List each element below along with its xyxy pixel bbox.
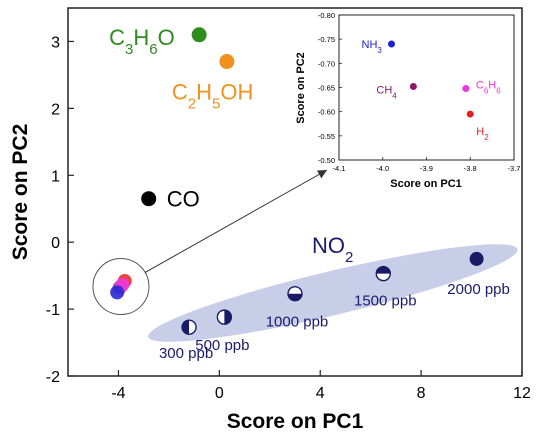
main-x-tick-label: 4 <box>316 385 325 402</box>
inset-zoom-plot: -4.1 -4.0 -3.9 -3.8 -3.7 -0.80 -0.75 -0.70 -0.65… <box>295 11 520 190</box>
main-plot-frame <box>67 7 523 377</box>
inset-x-tick-label: -3.9 <box>420 164 433 173</box>
inset-x-tick-label: -3.8 <box>464 164 477 173</box>
no2-concentration-label: 1000 ppb <box>266 314 329 331</box>
inset-y-axis-title: Score on PC2 <box>295 52 307 124</box>
main-y-tick-label: 1 <box>51 168 60 185</box>
no2-concentration-label: 500 ppb <box>195 337 249 354</box>
inset-point-label: CH4 <box>376 85 397 101</box>
cluster-zoom-circle <box>92 258 150 316</box>
no2-concentration-label: 1500 ppb <box>354 293 417 310</box>
zoom-arrow-line <box>144 169 328 273</box>
main-y-tick-label: 0 <box>51 235 60 252</box>
gas-point <box>141 191 157 207</box>
main-y-tick-label: -1 <box>46 302 60 319</box>
main-y-tick-label: 3 <box>51 34 60 51</box>
no2-point-fill <box>288 293 302 301</box>
main-y-tick-label: 2 <box>51 101 60 118</box>
main-x-tick-label: -4 <box>111 385 125 402</box>
main-y-tick-label: -2 <box>46 369 60 386</box>
main-x-tick-label: 12 <box>513 385 531 402</box>
no2-point-fill <box>376 266 391 274</box>
no2-label: NO2 <box>312 233 353 266</box>
no2-point <box>469 251 484 266</box>
inset-y-tick-label: -0.50 <box>318 156 335 165</box>
inset-x-tick-label: -3.7 <box>508 164 521 173</box>
inset-y-tick-label: -0.65 <box>318 84 335 93</box>
inset-y-tick-label: -0.60 <box>318 108 335 117</box>
inset-y-tick-label: -0.75 <box>318 35 335 44</box>
gas-label: C3H6O <box>109 25 175 58</box>
inset-point <box>388 40 395 48</box>
inset-y-tick-label: -0.55 <box>318 132 335 141</box>
inset-point <box>409 83 417 91</box>
no2-concentration-label: 300 ppb <box>159 345 213 362</box>
no2-ellipse <box>148 244 518 342</box>
cluster-point <box>110 285 125 300</box>
no2-concentration-label: 2000 ppb <box>447 281 510 298</box>
inset-y-tick-label: -0.80 <box>318 11 335 20</box>
zoom-arrow-head <box>316 170 327 179</box>
gas-point <box>219 54 235 70</box>
inset-x-tick-label: -4.1 <box>333 164 346 173</box>
no2-point-fill <box>224 310 232 325</box>
inset-point-label: C6H6 <box>476 79 501 95</box>
inset-data-marks: NH3 CH4 C6H6 H2 <box>362 39 502 142</box>
main-x-tick-label: 8 <box>417 385 426 402</box>
main-x-axis-title: Score on PC1 <box>227 410 364 433</box>
gas-point <box>191 27 207 43</box>
inset-x-axis-title: Score on PC1 <box>390 178 462 190</box>
main-x-tick-label: 0 <box>215 385 224 402</box>
gas-label: C2H5OH <box>172 80 253 113</box>
inset-x-tick-label: -4.0 <box>376 164 389 173</box>
inset-point-label: H2 <box>476 126 489 142</box>
main-y-axis-title: Score on PC2 <box>9 124 32 261</box>
inset-axis-ticks: -4.1 -4.0 -3.9 -3.8 -3.7 -0.80 -0.75 -0.70 -0.65… <box>318 11 521 173</box>
inset-point <box>466 110 474 118</box>
inset-plot-frame <box>338 14 515 161</box>
inset-point <box>462 84 470 92</box>
inset-y-tick-label: -0.70 <box>318 59 335 68</box>
gas-label: CO <box>167 187 200 212</box>
inset-point-label: NH3 <box>362 39 383 55</box>
no2-point-fill <box>182 320 190 335</box>
